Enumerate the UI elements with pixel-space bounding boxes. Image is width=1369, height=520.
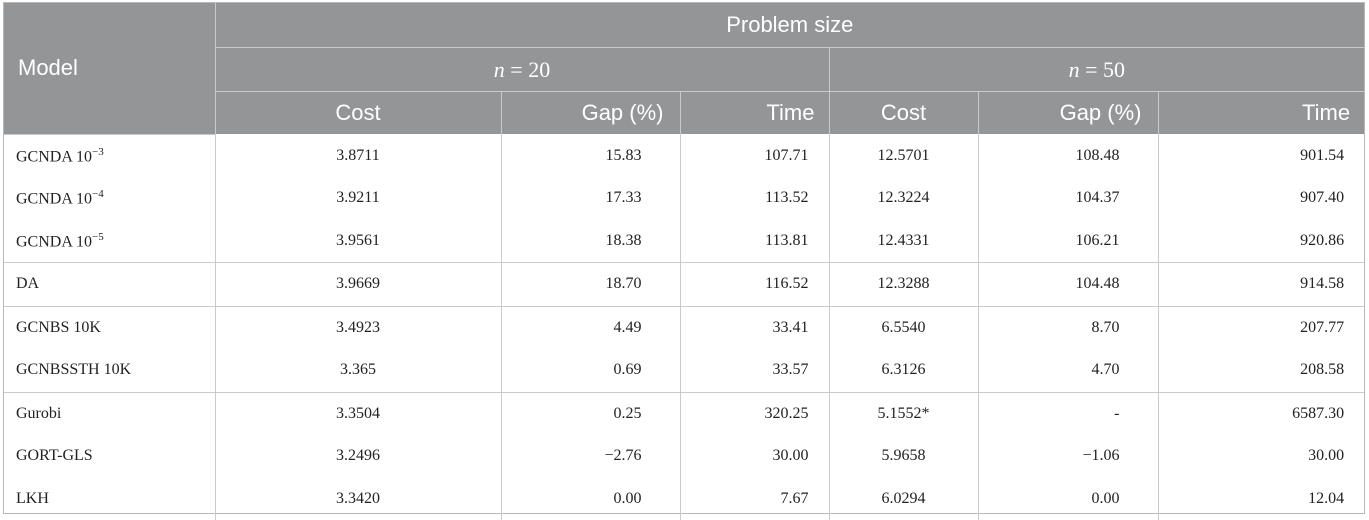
cost-cell: 3.365 [215, 349, 501, 392]
model-cell: GCNDA 10−5 [4, 220, 215, 263]
time-cell: 7.67 [680, 478, 829, 520]
model-cell: GCNDA 10−4 [4, 177, 215, 220]
table-row: GCNBSSTH 10K 3.365 0.69 33.57 6.3126 4.7… [4, 349, 1364, 392]
model-exponent: −3 [92, 146, 104, 158]
model-name: GCNDA 10 [16, 190, 92, 207]
column-header-gap: Gap (%) [501, 92, 680, 135]
time-cell: 320.25 [680, 392, 829, 435]
gap-cell: 0.00 [501, 478, 680, 520]
time-cell: 30.00 [680, 435, 829, 478]
cost-cell: 6.5540 [829, 306, 978, 349]
gap-cell: 15.83 [501, 134, 680, 177]
model-cell: Gurobi [4, 392, 215, 435]
cost-cell: 3.9669 [215, 263, 501, 307]
time-cell: 113.52 [680, 177, 829, 220]
cost-cell: 3.2496 [215, 435, 501, 478]
gap-cell: - [978, 392, 1158, 435]
cost-cell: 3.3420 [215, 478, 501, 520]
time-cell: 208.58 [1158, 349, 1364, 392]
time-cell: 116.52 [680, 263, 829, 307]
group-var: n [1069, 57, 1080, 82]
model-name: GCNDA 10 [16, 233, 92, 250]
cost-cell: 3.9211 [215, 177, 501, 220]
table-row: GCNDA 10−4 3.9211 17.33 113.52 12.3224 1… [4, 177, 1364, 220]
time-cell: 920.86 [1158, 220, 1364, 263]
results-table: Model Problem size n = 20 n = 50 Cost Ga… [4, 3, 1364, 520]
gap-cell: 8.70 [978, 306, 1158, 349]
time-cell: 107.71 [680, 134, 829, 177]
gap-cell: 104.48 [978, 263, 1158, 307]
problem-size-header: Problem size [215, 3, 1364, 48]
model-cell: GORT-GLS [4, 435, 215, 478]
gap-cell: 106.21 [978, 220, 1158, 263]
group-eq: = 20 [505, 57, 550, 82]
time-cell: 12.04 [1158, 478, 1364, 520]
gap-cell: 18.38 [501, 220, 680, 263]
column-header-cost: Cost [215, 92, 501, 135]
model-exponent: −4 [92, 188, 104, 200]
model-cell: GCNDA 10−3 [4, 134, 215, 177]
group-eq: = 50 [1080, 57, 1125, 82]
gap-cell: 0.25 [501, 392, 680, 435]
gap-cell: 18.70 [501, 263, 680, 307]
cost-cell: 3.9561 [215, 220, 501, 263]
table-row: LKH 3.3420 0.00 7.67 6.0294 0.00 12.04 [4, 478, 1364, 520]
cost-cell: 12.4331 [829, 220, 978, 263]
time-cell: 207.77 [1158, 306, 1364, 349]
results-table-container: Model Problem size n = 20 n = 50 Cost Ga… [3, 2, 1365, 514]
time-cell: 30.00 [1158, 435, 1364, 478]
cost-cell: 3.3504 [215, 392, 501, 435]
gap-cell: 108.48 [978, 134, 1158, 177]
column-header-gap: Gap (%) [978, 92, 1158, 135]
table-body: GCNDA 10−3 3.8711 15.83 107.71 12.5701 1… [4, 134, 1364, 520]
group-header-n20: n = 20 [215, 48, 829, 92]
column-header-time: Time [680, 92, 829, 135]
cost-cell: 3.4923 [215, 306, 501, 349]
time-cell: 6587.30 [1158, 392, 1364, 435]
model-cell: GCNBSSTH 10K [4, 349, 215, 392]
cost-cell: 6.3126 [829, 349, 978, 392]
column-header-time: Time [1158, 92, 1364, 135]
cost-cell: 5.9658 [829, 435, 978, 478]
table-row: Gurobi 3.3504 0.25 320.25 5.1552* - 6587… [4, 392, 1364, 435]
time-cell: 907.40 [1158, 177, 1364, 220]
gap-cell: 4.70 [978, 349, 1158, 392]
gap-cell: 17.33 [501, 177, 680, 220]
gap-cell: −1.06 [978, 435, 1158, 478]
gap-cell: 0.69 [501, 349, 680, 392]
model-cell: GCNBS 10K [4, 306, 215, 349]
time-cell: 33.41 [680, 306, 829, 349]
gap-cell: 104.37 [978, 177, 1158, 220]
cost-cell: 3.8711 [215, 134, 501, 177]
group-var: n [494, 57, 505, 82]
cost-cell: 5.1552* [829, 392, 978, 435]
time-cell: 33.57 [680, 349, 829, 392]
table-row: GCNDA 10−5 3.9561 18.38 113.81 12.4331 1… [4, 220, 1364, 263]
cost-cell: 12.3288 [829, 263, 978, 307]
cost-cell: 6.0294 [829, 478, 978, 520]
table-row: GORT-GLS 3.2496 −2.76 30.00 5.9658 −1.06… [4, 435, 1364, 478]
gap-cell: −2.76 [501, 435, 680, 478]
model-cell: LKH [4, 478, 215, 520]
gap-cell: 4.49 [501, 306, 680, 349]
time-cell: 901.54 [1158, 134, 1364, 177]
model-column-header: Model [4, 3, 215, 134]
time-cell: 914.58 [1158, 263, 1364, 307]
group-header-n50: n = 50 [829, 48, 1364, 92]
cost-cell: 12.3224 [829, 177, 978, 220]
cost-cell: 12.5701 [829, 134, 978, 177]
table-header: Model Problem size n = 20 n = 50 Cost Ga… [4, 3, 1364, 134]
model-name: GCNDA 10 [16, 148, 92, 165]
model-cell: DA [4, 263, 215, 307]
model-exponent: −5 [92, 231, 104, 243]
time-cell: 113.81 [680, 220, 829, 263]
table-row: GCNBS 10K 3.4923 4.49 33.41 6.5540 8.70 … [4, 306, 1364, 349]
column-header-cost: Cost [829, 92, 978, 135]
gap-cell: 0.00 [978, 478, 1158, 520]
table-row: DA 3.9669 18.70 116.52 12.3288 104.48 91… [4, 263, 1364, 307]
table-row: GCNDA 10−3 3.8711 15.83 107.71 12.5701 1… [4, 134, 1364, 177]
